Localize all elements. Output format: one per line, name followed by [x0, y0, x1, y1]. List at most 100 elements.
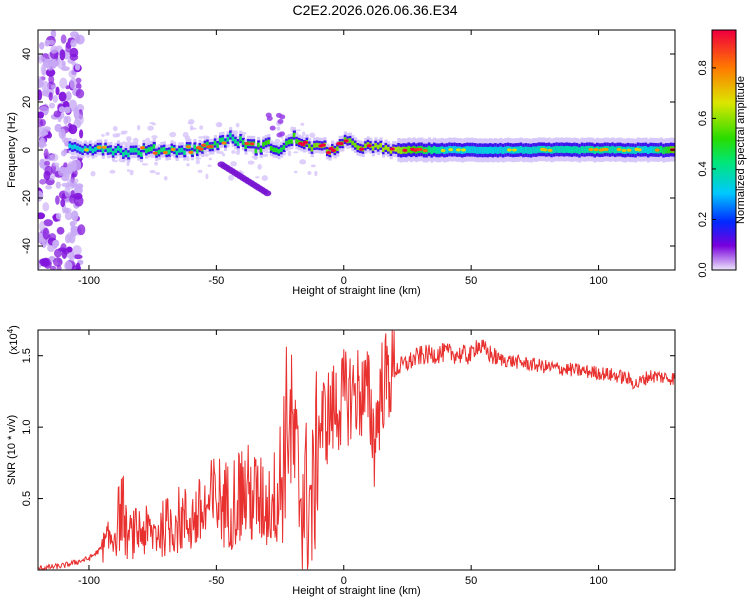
noise-blob: [68, 69, 77, 79]
ridge-peak: [389, 147, 395, 151]
ridge-core: [504, 146, 508, 154]
ridge-core: [221, 137, 225, 142]
ridge-core: [134, 147, 138, 153]
x-tick-label: 100: [589, 275, 607, 287]
y-tick-label: 1.0: [21, 419, 33, 434]
noise-blob: [307, 171, 312, 175]
noise-blob: [293, 151, 299, 154]
ridge-core: [183, 150, 187, 155]
noise-blob: [147, 125, 154, 131]
ridge-core: [453, 146, 457, 153]
noise-blob: [65, 91, 72, 101]
colorbar-cell: [712, 100, 736, 103]
ridge-core: [356, 145, 360, 150]
colorbar-cell: [712, 84, 736, 87]
noise-blob: [235, 122, 240, 128]
noise-blob: [151, 123, 157, 126]
ridge-core: [427, 145, 431, 153]
noise-blob: [69, 155, 78, 160]
ridge-core: [407, 145, 411, 153]
noise-blob: [151, 135, 158, 139]
ridge-core: [132, 147, 136, 153]
colorbar-cell: [712, 210, 736, 213]
y-tick-label: -20: [21, 190, 33, 206]
ridge-core: [195, 149, 200, 154]
noise-blob: [186, 155, 190, 162]
noise-blob: [55, 181, 61, 189]
noise-blob: [72, 217, 78, 226]
ridge-core: [122, 152, 126, 157]
colorbar-cell: [712, 114, 736, 117]
colorbar-cell: [712, 178, 736, 181]
ridge-peak: [162, 150, 168, 155]
ridge-core: [501, 147, 505, 155]
noise-blob: [40, 131, 49, 136]
noise-blob: [132, 137, 139, 144]
ridge-core: [269, 145, 274, 151]
ridge-core: [371, 146, 375, 151]
noise-blob: [58, 91, 67, 102]
ridge-core: [152, 144, 156, 149]
ridge-core: [231, 136, 235, 142]
noise-blob: [75, 113, 84, 126]
ridge-core: [162, 146, 166, 152]
colorbar-cell: [712, 144, 736, 147]
noise-blob: [63, 162, 68, 168]
x-axis-label: Height of straight line (km): [292, 585, 420, 597]
noise-blob: [188, 119, 195, 124]
ridge-peak: [170, 147, 176, 152]
ridge-core: [229, 132, 233, 138]
ridge-core: [81, 148, 85, 153]
ridge-peak: [461, 148, 467, 152]
colorbar-cell: [712, 234, 736, 237]
ridge-core: [646, 147, 651, 155]
branch-blob: [276, 132, 283, 138]
colorbar-cell: [712, 118, 736, 121]
ridge-peak: [588, 147, 594, 152]
noise-blob: [50, 45, 58, 54]
colorbar-cell: [712, 186, 736, 189]
colorbar-cell: [712, 44, 736, 47]
noise-blob: [169, 131, 177, 138]
y-axis-label: Frequency (Hz): [6, 112, 18, 188]
ridge-core: [280, 147, 284, 153]
colorbar-cell: [712, 190, 736, 193]
noise-blob: [53, 110, 61, 118]
noise-blob: [68, 163, 73, 175]
noise-blob: [129, 169, 134, 176]
ridge-core: [527, 146, 531, 154]
noise-blob: [60, 198, 66, 208]
noise-blob: [39, 258, 49, 267]
noise-blob: [126, 136, 132, 142]
ridge-core: [583, 146, 587, 154]
colorbar-cell: [712, 266, 736, 269]
ridge-core: [494, 146, 498, 154]
noise-blob: [309, 132, 316, 138]
colorbar-cell: [712, 258, 736, 261]
colorbar-cell: [712, 104, 736, 107]
ridge-core: [570, 146, 574, 154]
noise-blob: [56, 226, 65, 235]
ridge-core: [277, 148, 281, 154]
noise-blob: [141, 163, 149, 166]
colorbar-cell: [712, 40, 736, 43]
colorbar-cell: [712, 214, 736, 217]
noise-blob: [70, 210, 79, 221]
noise-blob: [126, 169, 131, 172]
noise-blob: [154, 161, 158, 166]
ridge-core: [83, 146, 88, 151]
ridge-core: [374, 142, 378, 148]
noise-blob: [145, 137, 151, 142]
noise-blob: [53, 257, 63, 267]
colorbar-cell: [712, 146, 736, 149]
ridge-core: [262, 142, 266, 147]
noise-blob: [70, 39, 77, 48]
ridge-core: [381, 147, 386, 153]
ridge-peak: [201, 143, 207, 147]
colorbar-cell: [712, 124, 736, 127]
ridge-core: [175, 150, 179, 156]
noise-blob: [39, 119, 46, 127]
colorbar-cell: [712, 56, 736, 59]
x-axis-label: Height of straight line (km): [292, 285, 420, 297]
ridge-core: [555, 145, 559, 153]
